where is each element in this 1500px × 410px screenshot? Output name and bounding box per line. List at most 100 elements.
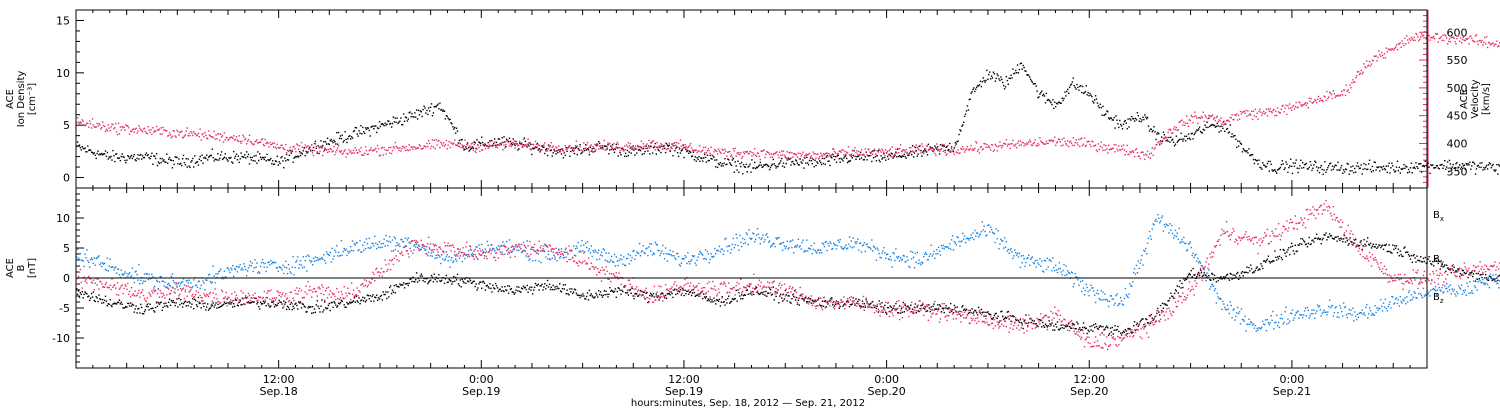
- bx-point: [882, 311, 884, 313]
- velocity-point: [423, 145, 425, 147]
- velocity-point: [533, 143, 535, 146]
- velocity-point: [1392, 48, 1394, 50]
- velocity-point: [1289, 103, 1291, 105]
- bx-point: [880, 305, 882, 308]
- bx-point: [601, 296, 604, 298]
- velocity-point: [1009, 147, 1011, 150]
- bx-point: [1053, 325, 1055, 327]
- bx-point: [232, 306, 234, 308]
- density-point: [89, 149, 92, 151]
- velocity-point: [877, 151, 879, 153]
- velocity-point: [1487, 41, 1490, 44]
- bx-point: [1372, 243, 1374, 245]
- density-point: [76, 141, 79, 143]
- bx-point: [1111, 326, 1113, 329]
- density-point: [810, 160, 813, 162]
- velocity-point: [840, 151, 842, 153]
- density-point: [123, 156, 125, 158]
- bx-point: [571, 288, 573, 290]
- density-point: [114, 160, 116, 163]
- velocity-point: [178, 134, 180, 136]
- density-point: [755, 167, 757, 170]
- bx-point: [1033, 320, 1035, 322]
- bx-point: [1294, 244, 1296, 246]
- bx-point: [500, 290, 502, 292]
- velocity-point: [488, 144, 490, 146]
- bx-point: [896, 308, 898, 310]
- density-point: [1278, 167, 1281, 170]
- velocity-point: [307, 145, 309, 147]
- velocity-point: [586, 141, 589, 144]
- bx-point: [494, 282, 497, 285]
- bx-point: [768, 292, 770, 294]
- density-point: [411, 112, 413, 115]
- density-point: [1095, 98, 1098, 100]
- velocity-point: [128, 127, 130, 129]
- density-point: [1428, 166, 1430, 168]
- bx-point: [335, 304, 337, 306]
- bx-point: [1074, 327, 1076, 330]
- bx-point: [1143, 324, 1145, 326]
- velocity-point: [1418, 40, 1420, 42]
- density-point: [1460, 166, 1463, 168]
- density-point: [825, 156, 827, 158]
- density-point: [682, 144, 684, 146]
- density-point: [438, 108, 440, 110]
- bx-point: [1225, 274, 1228, 276]
- density-point: [307, 151, 309, 153]
- velocity-point: [104, 130, 107, 133]
- bx-point: [689, 291, 691, 294]
- density-point: [1270, 163, 1272, 165]
- density-point: [415, 109, 418, 111]
- velocity-point: [570, 147, 572, 149]
- bx-point: [1113, 329, 1115, 331]
- density-point: [1029, 76, 1031, 78]
- bx-point: [1278, 255, 1281, 257]
- bx-point: [807, 301, 809, 303]
- velocity-point: [1393, 49, 1395, 51]
- bx-point: [875, 307, 878, 310]
- velocity-point: [1305, 104, 1308, 107]
- bx-point: [1378, 244, 1380, 246]
- bx-point: [850, 304, 852, 306]
- density-point: [372, 125, 374, 127]
- velocity-point: [182, 136, 185, 139]
- velocity-point: [275, 147, 278, 150]
- velocity-point: [1203, 120, 1205, 123]
- density-point: [132, 155, 135, 158]
- velocity-point: [325, 149, 328, 151]
- bx-point: [632, 295, 634, 297]
- density-point: [1472, 161, 1475, 164]
- velocity-point: [565, 148, 567, 151]
- density-point: [126, 159, 128, 161]
- density-point: [915, 150, 917, 152]
- density-point: [427, 113, 429, 116]
- density-point: [729, 162, 731, 164]
- velocity-point: [1310, 97, 1312, 100]
- velocity-point: [927, 149, 930, 151]
- bx-point: [253, 301, 255, 303]
- bx-point: [450, 280, 452, 282]
- density-point: [334, 141, 336, 143]
- bx-point: [109, 299, 111, 301]
- bx-point: [963, 308, 966, 310]
- bx-point: [970, 311, 972, 314]
- velocity-point: [729, 155, 732, 158]
- density-point: [488, 145, 490, 148]
- density-point: [196, 161, 199, 163]
- bx-point: [1213, 274, 1216, 277]
- velocity-point: [139, 127, 141, 129]
- density-point: [938, 153, 941, 155]
- bx-point: [1147, 322, 1150, 324]
- bx-point: [231, 301, 233, 304]
- bx-point: [380, 294, 383, 297]
- velocity-point: [943, 144, 945, 146]
- velocity-point: [922, 145, 924, 148]
- density-point: [1400, 168, 1402, 170]
- velocity-point: [1061, 138, 1063, 141]
- velocity-point: [545, 150, 547, 152]
- velocity-point: [522, 138, 525, 141]
- density-point: [83, 148, 85, 150]
- density-point: [325, 143, 328, 145]
- velocity-point: [1072, 137, 1074, 139]
